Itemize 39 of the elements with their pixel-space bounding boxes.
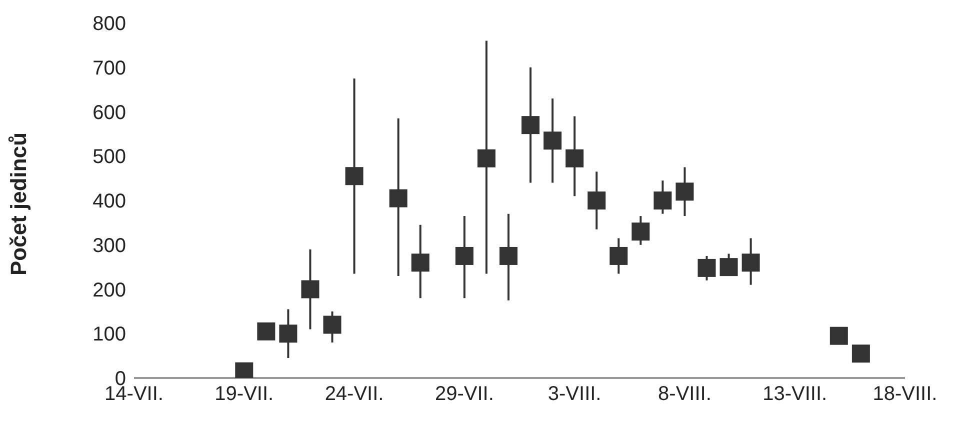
x-tick-label: 3-VIII. [548, 383, 602, 406]
point [522, 116, 540, 134]
point [257, 322, 276, 340]
y-tick-label: 200 [92, 279, 126, 302]
x-tick-label: 8-VIII. [658, 383, 712, 406]
y-tick-label: 600 [92, 102, 126, 124]
point [720, 258, 738, 276]
point [345, 167, 364, 186]
point [477, 149, 496, 168]
x-tick-label: 24-VII. [324, 383, 384, 406]
point [279, 324, 298, 343]
point [499, 246, 518, 265]
point [301, 280, 320, 298]
point [455, 246, 474, 265]
y-tick-label: 300 [92, 234, 126, 257]
y-tick-label: 500 [92, 146, 126, 168]
y-tick-label: 400 [92, 190, 126, 213]
x-tick-label: 29-VII. [434, 383, 494, 406]
point [588, 192, 606, 210]
point [411, 254, 430, 272]
point [610, 246, 628, 265]
y-tick-label: 100 [92, 324, 126, 346]
point [654, 192, 672, 210]
point [698, 258, 716, 277]
point [830, 326, 848, 345]
point [566, 149, 584, 168]
point [389, 189, 408, 208]
y-tick-label: 800 [92, 13, 126, 36]
point [852, 344, 870, 363]
x-tick-label: 19-VII. [214, 383, 274, 406]
point [544, 132, 562, 150]
point [632, 222, 650, 241]
x-tick-label: 18-VIII. [872, 383, 938, 406]
y-axis-title: Počet jedinců [6, 132, 31, 276]
point [676, 182, 694, 201]
point [323, 316, 342, 334]
y-tick-label: 700 [92, 57, 126, 80]
x-tick-label: 13-VIII. [762, 383, 828, 406]
point [742, 254, 760, 272]
